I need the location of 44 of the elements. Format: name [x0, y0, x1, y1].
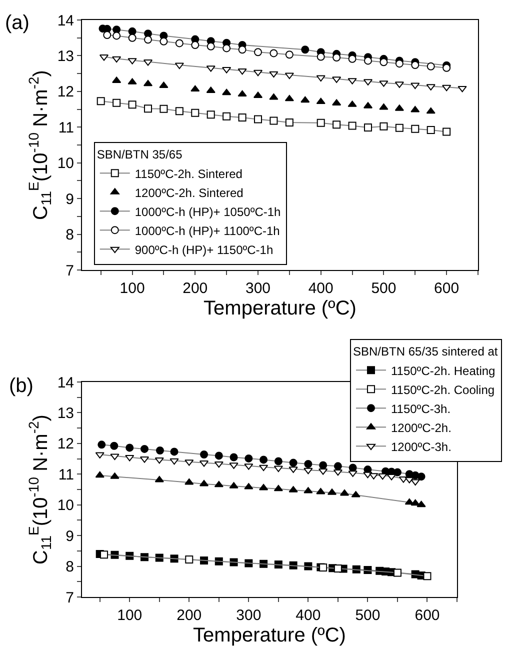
x-axis-title: Temperature (ºC) — [204, 298, 356, 320]
x-tick-label: 100 — [117, 607, 142, 624]
y-tick-label: 14 — [57, 374, 74, 392]
x-tick-label: 300 — [245, 280, 271, 297]
x-tick-label: 200 — [176, 607, 202, 624]
y-tick-label: 8 — [66, 226, 74, 244]
legend-label: 1200ºC-2h. Sintered — [134, 186, 244, 200]
legend-label: 1150ºC-2h. Sintered — [134, 166, 242, 181]
y-tick-label: 12 — [57, 436, 74, 453]
x-tick-label: 200 — [182, 280, 208, 297]
x-tick-label: 300 — [236, 607, 262, 624]
legend-label: 1000ºC-h (HP)+ 1050ºC-1h — [134, 204, 281, 219]
y-tick-label: 8 — [66, 558, 74, 576]
y-tick-label: 9 — [66, 528, 74, 545]
y-tick-label: 11 — [58, 119, 74, 136]
y-tick-label: 9 — [66, 190, 74, 208]
legend-title: SBN/BTN 65/35 sintered at — [353, 344, 498, 359]
y-tick-label: 13 — [57, 404, 74, 422]
chart-title: (b) — [9, 375, 34, 397]
y-tick-label: 13 — [57, 48, 74, 65]
x-tick-label: 500 — [355, 607, 380, 624]
x-tick-label: 500 — [371, 280, 396, 297]
y-tick-label: 11 — [58, 466, 74, 484]
legend-label: 1150ºC-2h. Cooling — [391, 382, 495, 397]
legend-label: 900ºC-h (HP)+ 1150ºC-1h — [134, 242, 274, 257]
x-tick-label: 100 — [120, 280, 145, 297]
y-tick-label: 14 — [57, 12, 74, 30]
legend-title: SBN/BTN 35/65 — [96, 148, 183, 162]
legend-label: 1150ºC-3h. — [391, 402, 451, 416]
legend-label: 1000ºC-h (HP)+ 1100ºC-1h — [134, 224, 280, 238]
y-tick-label: 7 — [66, 262, 74, 280]
legend-label: 1200ºC-2h. — [391, 420, 452, 435]
y-tick-label: 7 — [66, 589, 74, 606]
x-tick-label: 400 — [296, 607, 321, 624]
y-tick-label: 12 — [57, 84, 74, 101]
legend-label: 1150ºC-2h. Heating — [391, 364, 496, 378]
chart-title: (a) — [5, 12, 30, 34]
x-tick-label: 600 — [414, 607, 440, 624]
legend-label: 1200ºC-3h. — [391, 440, 452, 454]
x-tick-label: 600 — [434, 280, 460, 297]
x-axis-title: Temperature (ºC) — [193, 624, 346, 646]
y-tick-label: 10 — [57, 497, 74, 514]
y-tick-label: 10 — [57, 155, 74, 172]
x-tick-label: 400 — [308, 280, 334, 297]
